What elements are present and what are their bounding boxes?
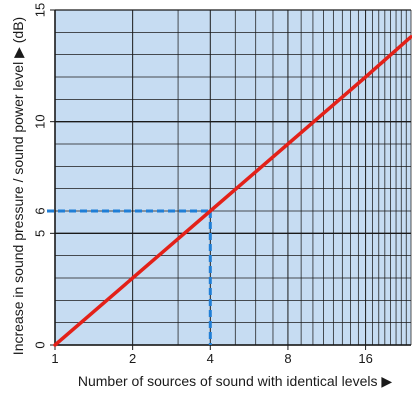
grid [50,9,412,350]
x-tick-label: 8 [284,351,291,366]
x-tick-label: 2 [129,351,136,366]
annotation-label: 6 [33,207,48,214]
y-tick-label: 15 [33,3,48,17]
x-tick-label: 16 [358,351,372,366]
x-tick-label: 1 [51,351,58,366]
y-tick-label: 10 [33,114,48,128]
y-tick-label: 0 [33,341,48,348]
x-axis-title: Number of sources of sound with identica… [78,373,392,389]
series [53,35,412,347]
x-tick-labels: 1 2 4 8 16 [51,351,372,366]
y-tick-labels: 0 5 10 15 [33,3,48,349]
plot-background [55,10,411,345]
y-tick-label: 5 [33,230,48,237]
y-axis-title: Increase in sound pressure / sound power… [10,17,26,355]
annotation-guides [47,209,212,345]
series-line [53,35,412,347]
x-tick-label: 4 [207,351,214,366]
